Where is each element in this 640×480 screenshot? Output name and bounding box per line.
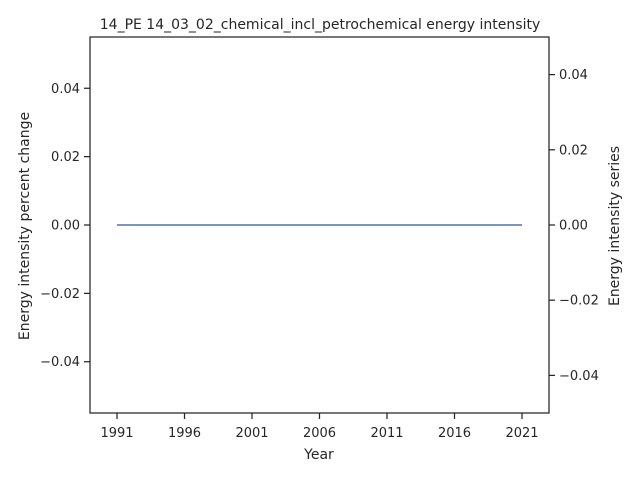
left-y-tick-label: −0.04: [40, 355, 80, 370]
left-y-axis-ticks: 0.04 0.02 0.00 −0.02 −0.04: [40, 82, 90, 370]
right-y-tick-label: 0.00: [559, 219, 588, 234]
plot-area: [89, 36, 550, 414]
left-y-tick-label: −0.02: [40, 287, 80, 302]
x-axis-ticks: 1991 1996 2001 2006 2011 2016 2021: [100, 413, 539, 441]
left-y-axis-label: Energy intensity percent change: [17, 112, 33, 340]
right-y-tick-label: −0.02: [559, 294, 599, 309]
x-tick-label: 2011: [370, 426, 403, 441]
x-tick-label: 2001: [235, 426, 268, 441]
x-tick-label: 2006: [303, 426, 336, 441]
x-tick-label: 1991: [100, 426, 133, 441]
x-tick-label: 1996: [168, 426, 201, 441]
left-y-tick-label: 0.02: [51, 150, 80, 165]
chart-title: 14_PE 14_03_02_chemical_incl_petrochemic…: [100, 17, 540, 33]
left-y-tick-label: 0.00: [51, 219, 80, 234]
x-tick-label: 2021: [505, 426, 538, 441]
x-tick-label: 2016: [438, 426, 471, 441]
right-y-tick-label: 0.04: [559, 68, 588, 83]
x-axis-label: Year: [303, 447, 334, 463]
right-y-tick-label: −0.04: [559, 369, 599, 384]
left-y-tick-label: 0.04: [51, 82, 80, 97]
right-y-axis-label: Energy intensity series: [607, 146, 623, 306]
right-y-axis-ticks: 0.04 0.02 0.00 −0.02 −0.04: [549, 68, 599, 384]
right-y-tick-label: 0.02: [559, 143, 588, 158]
